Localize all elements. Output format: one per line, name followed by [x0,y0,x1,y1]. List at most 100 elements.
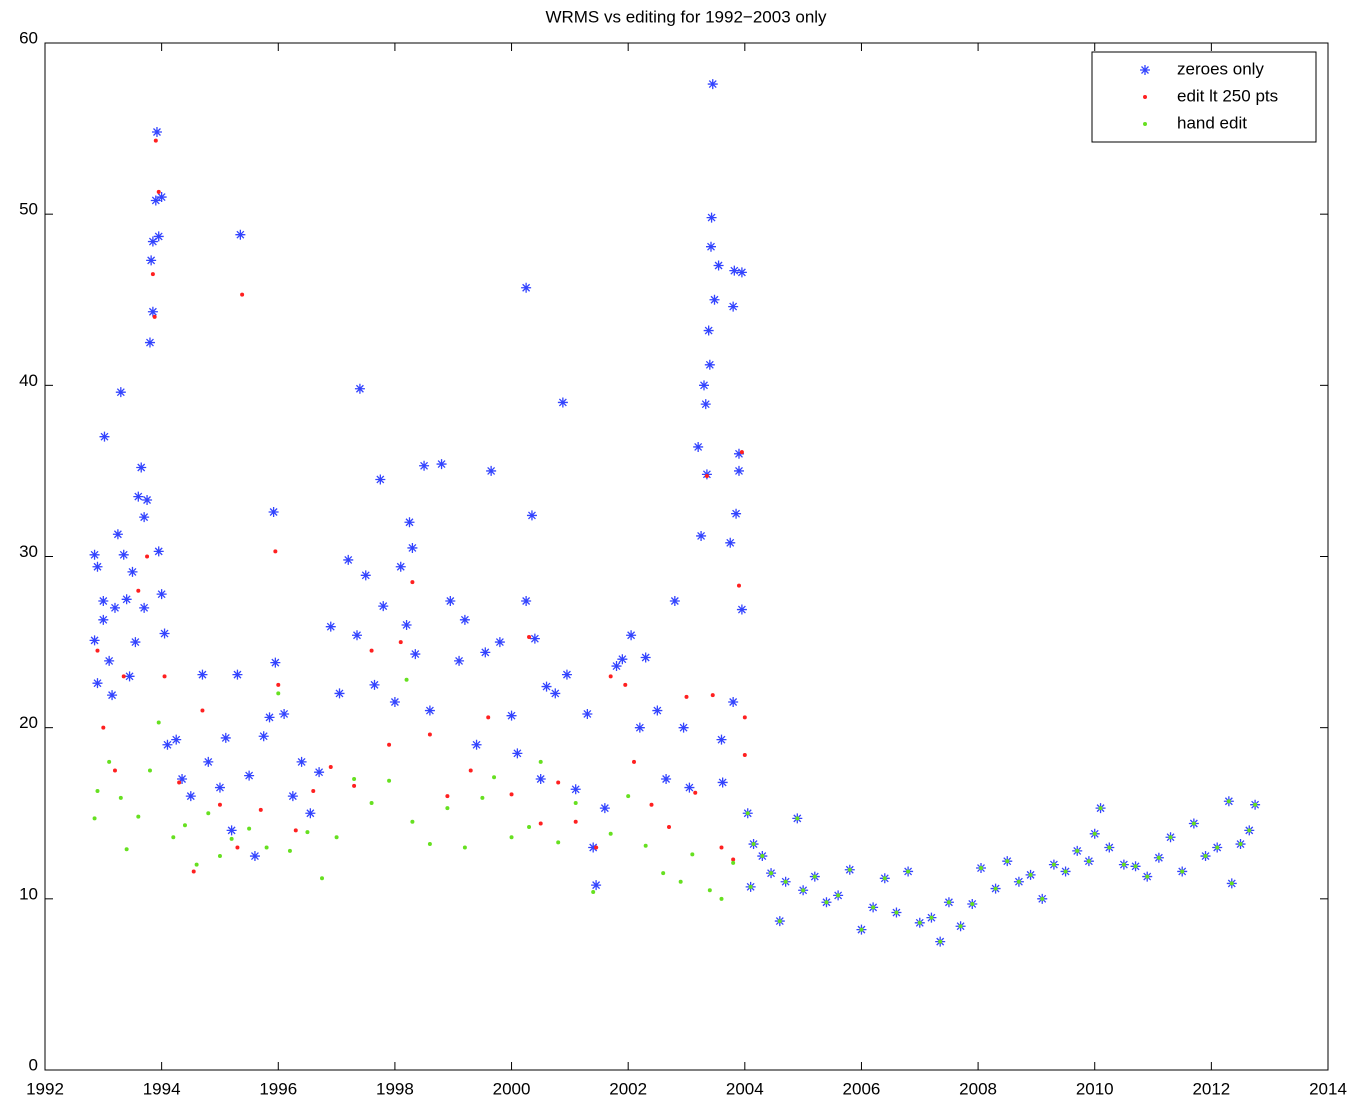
point [142,495,153,506]
point [573,800,578,805]
point [717,777,728,788]
point [1107,845,1112,850]
point [570,784,581,795]
point [276,691,281,696]
point [938,939,943,944]
x-tick-label: 2006 [843,1079,881,1098]
point [171,734,182,745]
point [1040,896,1045,901]
legend-marker [1143,122,1147,126]
x-tick-label: 1992 [26,1079,64,1098]
x-tick-label: 2014 [1309,1079,1347,1098]
point [240,292,245,297]
point [375,474,386,485]
point [588,842,599,853]
point [611,661,622,672]
point [1051,862,1056,867]
point [582,708,593,719]
point [707,79,718,90]
y-tick-label: 50 [19,200,38,219]
point [728,696,739,707]
point [480,795,485,800]
point [109,602,120,613]
point [535,774,546,785]
point [599,803,610,814]
point [462,845,467,850]
y-tick-label: 40 [19,371,38,390]
point [929,915,934,920]
point [847,867,852,872]
point [716,734,727,745]
point [486,465,497,476]
point [703,325,714,336]
point [719,896,724,901]
point [719,845,724,850]
point [99,431,110,442]
point [197,669,208,680]
point [334,688,345,699]
point [623,682,628,687]
point [136,462,147,473]
point [1229,881,1234,886]
point [946,900,951,905]
point [509,792,514,797]
point [684,694,689,699]
point [95,788,100,793]
point [320,876,325,881]
point [678,879,683,884]
point [1075,848,1080,853]
point [287,848,292,853]
point [156,589,167,600]
point [398,640,403,645]
point [410,819,415,824]
point [200,708,205,713]
point [293,828,298,833]
point [136,814,141,819]
point [177,780,182,785]
point [704,474,709,479]
y-tick-label: 30 [19,542,38,561]
point [427,732,432,737]
point [707,888,712,893]
point [1016,879,1021,884]
point [1191,821,1196,826]
point [736,604,747,615]
point [731,860,736,865]
point [512,748,523,759]
point [917,920,922,925]
point [906,869,911,874]
point [264,712,275,723]
x-tick-label: 2010 [1076,1079,1114,1098]
point [334,835,339,840]
point [95,648,100,653]
point [731,508,742,519]
point [121,594,132,605]
point [92,561,103,572]
point [736,267,747,278]
point [521,282,532,293]
point [509,835,514,840]
point [136,588,141,593]
legend-marker [1140,65,1150,75]
point [229,836,234,841]
plot-frame [44,42,1329,1071]
x-tick-label: 2012 [1192,1079,1230,1098]
point [121,674,126,679]
point [404,517,415,528]
point [287,791,298,802]
point [217,802,222,807]
point [150,272,155,277]
point [882,876,887,881]
point [156,189,161,194]
point [153,546,164,557]
x-tick-label: 2002 [609,1079,647,1098]
point [696,530,707,541]
point [1133,864,1138,869]
point [1215,845,1220,850]
point [273,549,278,554]
point [1238,842,1243,847]
point [690,852,695,857]
point [258,731,269,742]
point [279,708,290,719]
point [608,674,613,679]
